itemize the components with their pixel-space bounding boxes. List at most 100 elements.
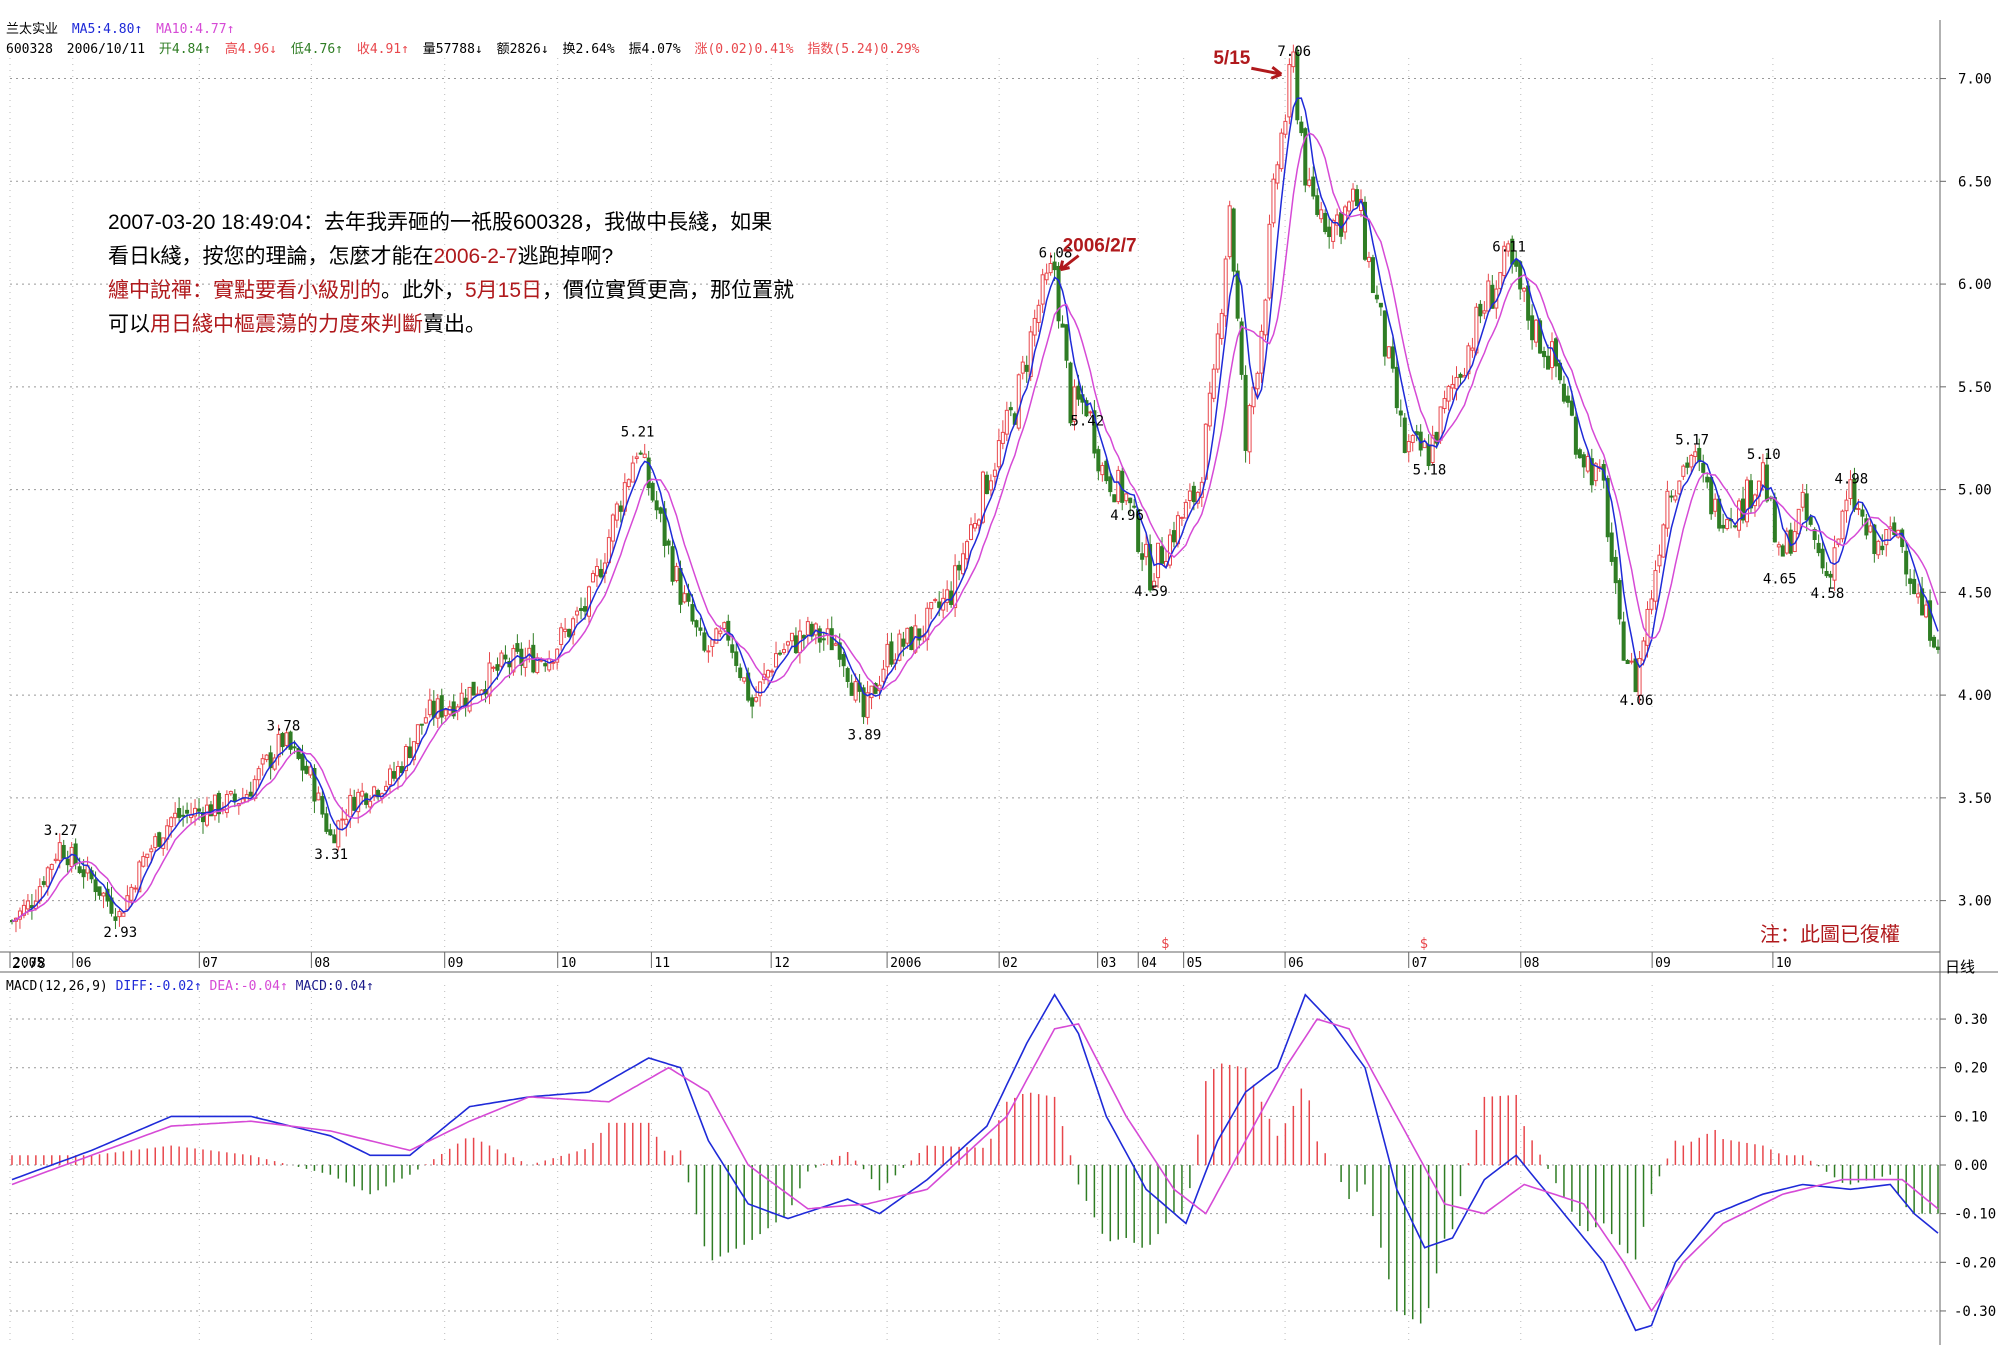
- candle-body: [1344, 207, 1347, 232]
- stock-name: 兰太实业: [6, 22, 58, 37]
- candle-body: [1662, 525, 1665, 557]
- price-extreme-label: 5.18: [1413, 463, 1447, 479]
- candle-body: [496, 665, 499, 671]
- candle-body: [1682, 466, 1685, 476]
- dividend-marker-icon: $: [1420, 936, 1428, 952]
- candle-body: [834, 644, 837, 646]
- close-price: 收4.91↑: [357, 42, 409, 57]
- candle-body: [1184, 502, 1187, 518]
- candle-body: [846, 669, 849, 682]
- candle-body: [488, 663, 491, 696]
- candle-body: [830, 629, 833, 650]
- candle-body: [349, 795, 352, 816]
- candle-body: [727, 621, 730, 640]
- candle-body: [1105, 461, 1108, 480]
- candle-body: [1264, 300, 1267, 335]
- candle-body: [1145, 544, 1148, 556]
- comment-note: 2007-03-20 18:49:04：去年我弄砸的一祇股600328，我做中長…: [108, 206, 794, 342]
- candle-body: [1829, 574, 1832, 577]
- candle-body: [989, 481, 992, 490]
- candle-body: [1451, 384, 1454, 388]
- candle-body: [906, 628, 909, 643]
- candle-body: [576, 611, 579, 615]
- note-line-2: 看日k綫，按您的理論，怎麼才能在2006-2-7逃跑掉啊?: [108, 240, 794, 274]
- candle-body: [1566, 396, 1569, 402]
- candle-body: [1761, 463, 1764, 486]
- candle-body: [122, 913, 125, 916]
- candle-body: [679, 568, 682, 604]
- candle-body: [1630, 661, 1633, 662]
- candle-body: [1917, 594, 1920, 597]
- candle-body: [1256, 373, 1259, 388]
- candle-body: [1547, 356, 1550, 369]
- candle-body: [1216, 334, 1219, 369]
- candle-body: [1097, 450, 1100, 471]
- candle-body: [671, 547, 674, 582]
- candle-body: [1574, 417, 1577, 454]
- candle-body: [46, 868, 49, 886]
- candle-body: [1909, 579, 1912, 584]
- candle-body: [317, 793, 320, 800]
- candle-body: [1324, 213, 1327, 231]
- price-tick-label: 3.50: [1958, 791, 1992, 807]
- candle-body: [1101, 466, 1104, 475]
- candle-body: [1212, 369, 1215, 398]
- candle-body: [1232, 209, 1235, 271]
- candle-body: [584, 607, 587, 612]
- candle-body: [739, 668, 742, 677]
- candle-body: [731, 645, 734, 653]
- candle-body: [1001, 432, 1004, 443]
- time-tick-label: 06: [76, 956, 92, 971]
- candle-body: [997, 441, 1000, 467]
- candle-body: [910, 627, 913, 649]
- candle-body: [1610, 533, 1613, 561]
- candle-body: [902, 639, 905, 646]
- candle-body: [337, 821, 340, 847]
- candle-body: [568, 629, 571, 636]
- candle-body: [719, 631, 722, 634]
- candle-body: [1861, 510, 1864, 516]
- price-extreme-label: 6.11: [1492, 239, 1526, 255]
- candle-body: [1809, 517, 1812, 524]
- candle-body: [711, 640, 714, 647]
- candle-body: [1161, 547, 1164, 564]
- candle-body: [1296, 53, 1299, 120]
- note-line-3: 纏中說禪：實點要看小級別的。此外，5月15日，價位實質更高，那位置就: [108, 274, 794, 308]
- candle-body: [325, 814, 328, 832]
- candle-body: [1395, 367, 1398, 407]
- candle-body: [548, 659, 551, 670]
- candle-body: [687, 594, 690, 602]
- candle-body: [1157, 543, 1160, 577]
- candle-body: [1077, 386, 1080, 399]
- candle-body: [1117, 470, 1120, 501]
- candle-body: [1045, 273, 1048, 280]
- candle-body: [850, 683, 853, 695]
- candle-body: [1208, 393, 1211, 426]
- candle-body: [870, 686, 873, 697]
- candle-body: [1443, 399, 1446, 409]
- candle-body: [321, 797, 324, 814]
- candle-body: [958, 565, 961, 570]
- candle-body: [198, 809, 201, 811]
- candle-body: [50, 864, 53, 869]
- candle-body: [1801, 492, 1804, 507]
- candle-body: [1248, 406, 1251, 452]
- candle-body: [265, 755, 268, 759]
- note-highlight: 用日綫中樞震蕩的力度來判斷: [150, 313, 423, 336]
- candle-body: [782, 650, 785, 653]
- price-change: 涨(0.02)0.41%: [694, 42, 793, 57]
- candle-body: [1487, 281, 1490, 311]
- candle-body: [130, 887, 133, 900]
- candle-body: [361, 791, 364, 796]
- candle-body: [1650, 599, 1653, 609]
- candle-body: [639, 453, 642, 454]
- candle-body: [675, 566, 678, 580]
- candle-body: [1905, 551, 1908, 574]
- candle-body: [408, 747, 411, 758]
- candle-body: [699, 628, 702, 630]
- candle-body: [1021, 362, 1024, 373]
- candle-body: [560, 628, 563, 645]
- candle-body: [890, 642, 893, 664]
- candle-body: [1654, 571, 1657, 602]
- note-text: 可以: [108, 313, 150, 336]
